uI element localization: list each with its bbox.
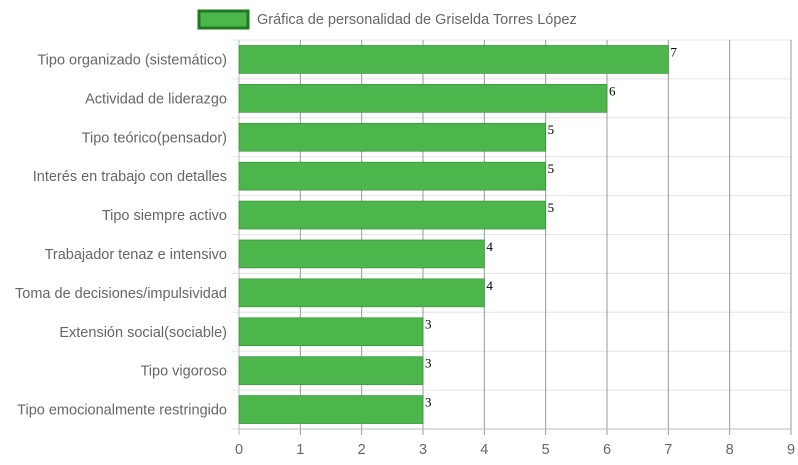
data-label: 6	[609, 83, 616, 98]
data-labels: 7 6 5 5 5 4 4 3 3 3	[425, 44, 677, 409]
category-label: Tipo siempre activo	[102, 208, 227, 224]
bar[interactable]	[238, 317, 424, 347]
x-tick-label: 9	[787, 442, 795, 458]
bar[interactable]	[238, 122, 546, 152]
x-tick-label: 1	[296, 442, 304, 458]
bar[interactable]	[238, 356, 424, 385]
x-tick-label: 0	[235, 442, 243, 458]
category-label: Trabajador tenaz e intensivo	[45, 247, 227, 263]
data-label: 5	[548, 200, 555, 215]
category-labels: Tipo organizado (sistemático) Actividad d…	[15, 52, 227, 418]
bar[interactable]	[238, 161, 546, 191]
data-label: 5	[548, 122, 555, 137]
x-tick-label: 5	[542, 442, 550, 458]
legend-swatch	[197, 9, 250, 30]
category-label: Toma de decisiones/impulsividad	[15, 286, 227, 302]
data-label: 5	[548, 161, 555, 176]
bar[interactable]	[238, 45, 669, 74]
data-label: 3	[425, 395, 432, 410]
bar[interactable]	[238, 84, 608, 113]
x-tick-label: 4	[480, 442, 488, 458]
data-label: 3	[425, 356, 432, 371]
data-label: 4	[486, 239, 493, 254]
data-label: 7	[670, 44, 677, 59]
data-label: 4	[486, 278, 493, 293]
category-label: Tipo emocionalmente restringido	[17, 403, 227, 419]
legend[interactable]: Gráfica de personalidad de Griselda Torr…	[197, 9, 577, 30]
bars	[238, 45, 669, 424]
x-tick-label: 3	[419, 442, 427, 458]
data-label: 3	[425, 317, 432, 332]
category-label: Interés en trabajo con detalles	[33, 169, 227, 185]
x-tick-label: 2	[358, 442, 366, 458]
x-tick-label: 6	[603, 442, 611, 458]
x-tick-label: 8	[726, 442, 734, 458]
category-label: Actividad de liderazgo	[85, 91, 227, 107]
bar[interactable]	[238, 239, 485, 269]
bar[interactable]	[238, 278, 485, 308]
x-tick-labels: 0 1 2 3 4 5 6 7 8 9	[235, 442, 795, 458]
category-label: Tipo teórico(pensador)	[82, 130, 227, 146]
category-label: Extensión social(sociable)	[59, 325, 227, 341]
x-tick-label: 7	[664, 442, 672, 458]
category-label: Tipo vigoroso	[140, 364, 227, 380]
category-label: Tipo organizado (sistemático)	[37, 52, 227, 68]
legend-label: Gráfica de personalidad de Griselda Torr…	[257, 12, 577, 28]
bar[interactable]	[238, 395, 424, 424]
bar[interactable]	[238, 200, 546, 230]
